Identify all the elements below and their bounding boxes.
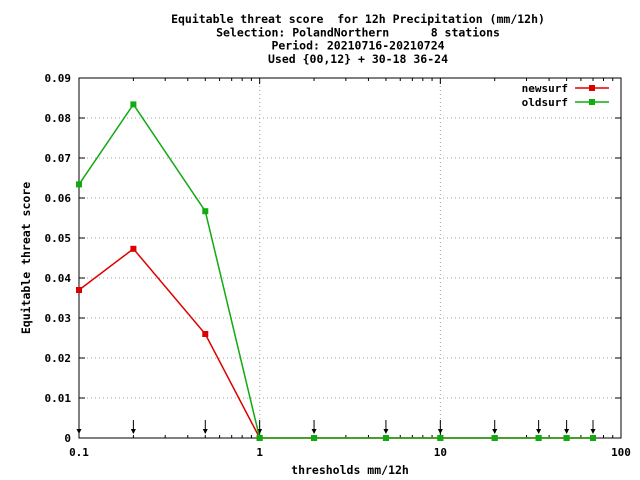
threshold-arrow-head — [492, 429, 498, 434]
series-line-newsurf — [78, 247, 594, 439]
x-axis-label: thresholds mm/12h — [291, 463, 409, 477]
threshold-arrow — [311, 420, 317, 434]
data-point-oldsurf — [130, 101, 137, 108]
y-tick-labels: 0 0.01 0.02 0.03 0.04 0.05 0.06 0.07 0.08 0.09 — [45, 72, 72, 445]
data-point-newsurf — [130, 245, 137, 252]
axis-ticks — [78, 77, 622, 439]
y-tick-label: 0.04 — [45, 272, 72, 285]
x-tick-label: 10 — [434, 446, 447, 459]
threshold-arrow — [564, 420, 570, 434]
threshold-arrow — [76, 420, 82, 434]
plot-frame — [78, 77, 622, 439]
threshold-arrow — [437, 420, 443, 434]
legend-entry-newsurf: newsurf — [522, 82, 609, 95]
x-tick-label: 0.1 — [69, 446, 89, 459]
chart-title-line: Period: 20210716-20210724 — [271, 39, 444, 53]
data-point-oldsurf — [202, 208, 209, 215]
x-tick-label: 1 — [256, 446, 263, 459]
grid — [79, 78, 621, 438]
threshold-arrow — [492, 420, 498, 434]
y-axis-label: Equitable threat score — [19, 182, 33, 334]
threshold-arrow-head — [590, 429, 596, 434]
x-tick-labels: 0.1 1 10 100 — [69, 446, 631, 459]
data-point-oldsurf — [563, 435, 570, 441]
legend-label: newsurf — [522, 82, 568, 95]
threshold-arrow-head — [130, 429, 136, 434]
chart-title: Equitable threat score for 12h Precipita… — [171, 12, 545, 66]
y-tick-label: 0.06 — [45, 192, 72, 205]
threshold-arrow — [130, 420, 136, 434]
chart-title-line: Selection: PolandNorthern 8 stations — [216, 25, 500, 39]
threshold-arrow-head — [536, 429, 542, 434]
y-tick-label: 0.07 — [45, 152, 72, 165]
data-point-newsurf — [202, 331, 209, 337]
chart-title-line: Equitable threat score for 12h Precipita… — [171, 12, 545, 26]
y-tick-label: 0.05 — [45, 232, 72, 245]
legend-marker — [589, 99, 595, 105]
y-tick-label: 0.09 — [45, 72, 72, 85]
threshold-arrow-head — [311, 429, 317, 434]
data-point-newsurf — [76, 287, 82, 293]
data-point-oldsurf — [256, 435, 263, 441]
threshold-arrow-head — [76, 429, 82, 434]
threshold-arrow-head — [437, 429, 443, 434]
threshold-arrow-head — [383, 429, 389, 434]
series-newsurf — [76, 245, 597, 441]
threshold-arrow-head — [564, 429, 570, 434]
series-oldsurf — [76, 101, 597, 441]
threshold-arrow — [536, 420, 542, 434]
legend-marker — [589, 85, 595, 91]
threshold-arrow — [590, 420, 596, 434]
y-tick-label: 0.02 — [45, 352, 72, 365]
legend-entry-oldsurf: oldsurf — [522, 96, 609, 109]
threshold-arrow — [202, 420, 208, 434]
threshold-arrow — [383, 420, 389, 434]
threshold-arrow-head — [202, 429, 208, 434]
series — [76, 101, 597, 441]
y-tick-label: 0 — [64, 432, 71, 445]
data-point-oldsurf — [590, 435, 597, 441]
series-line-oldsurf — [78, 103, 594, 439]
y-tick-label: 0.03 — [45, 312, 72, 325]
y-tick-label: 0.01 — [45, 392, 72, 405]
data-point-oldsurf — [535, 435, 542, 441]
data-point-oldsurf — [437, 435, 444, 441]
threshold-markers — [76, 420, 596, 434]
y-tick-label: 0.08 — [45, 112, 72, 125]
data-point-oldsurf — [311, 435, 318, 441]
data-point-oldsurf — [491, 435, 498, 441]
x-tick-label: 100 — [611, 446, 631, 459]
chart-title-line: Used {00,12} + 30-18 36-24 — [268, 52, 448, 66]
legend-label: oldsurf — [522, 96, 568, 109]
data-point-oldsurf — [76, 181, 82, 188]
data-point-oldsurf — [382, 435, 389, 441]
